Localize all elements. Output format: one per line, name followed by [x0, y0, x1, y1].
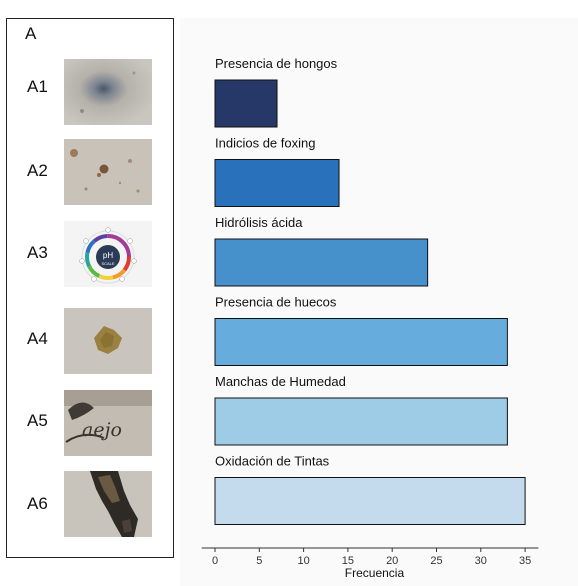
bar-label-3: Hidrólisis ácida: [215, 215, 303, 230]
bar-5: [214, 397, 508, 446]
bar-chart: Presencia de hongos Indicios de foxing Hid…: [201, 56, 539, 580]
x-tick-label-6: 25: [430, 555, 442, 567]
x-tick-label-5: 20: [386, 555, 398, 567]
bar-label-2: Indicios de foxing: [215, 136, 315, 151]
ph-badge-top: pH: [103, 251, 113, 260]
script-ink-text: aejo: [82, 419, 122, 441]
x-tick-label-3: 10: [297, 555, 309, 567]
chart-area: Presencia de hongos Indicios de foxing Hid…: [180, 18, 578, 586]
row-label-a3: A3: [27, 243, 48, 262]
bar-label-6: Oxidación de Tintas: [215, 454, 330, 469]
row-label-a5: A5: [27, 411, 48, 430]
panel-a-letter: A: [25, 24, 37, 43]
bar-label-1: Presencia de hongos: [215, 56, 338, 71]
x-axis-title: Frecuencia: [345, 566, 405, 580]
row-label-a4: A4: [27, 329, 48, 348]
bar-label-5: Manchas de Humedad: [215, 374, 346, 389]
row-label-a1: A1: [27, 77, 48, 96]
paper-hole-photo-icon: [64, 308, 152, 374]
foxing-spots-photo-icon: [64, 139, 152, 205]
x-tick-label-4: 15: [342, 555, 354, 567]
humidity-stain-ink-photo-icon: aejo: [64, 390, 152, 456]
fungus-stain-photo-icon: [64, 59, 152, 125]
ink-oxidation-photo-icon: [64, 471, 152, 537]
panel-a: A A1 A2: [6, 18, 174, 558]
x-tick-label-8: 35: [519, 555, 531, 567]
row-label-a2: A2: [27, 161, 48, 180]
bar-1: [214, 79, 278, 128]
x-tick-label-7: 30: [475, 555, 487, 567]
bar-2: [214, 159, 340, 207]
row-label-a6: A6: [27, 494, 48, 513]
ph-badge-bottom: SCALE: [101, 261, 114, 266]
ph-scale-wheel-icon: pH SCALE: [64, 221, 152, 287]
x-tick-label-2: 5: [256, 555, 262, 567]
bar-6: [214, 477, 526, 525]
x-tick-label-1: 0: [212, 555, 218, 567]
bar-4: [214, 318, 508, 366]
bar-3: [214, 238, 429, 287]
bar-label-4: Presencia de huecos: [215, 295, 337, 310]
